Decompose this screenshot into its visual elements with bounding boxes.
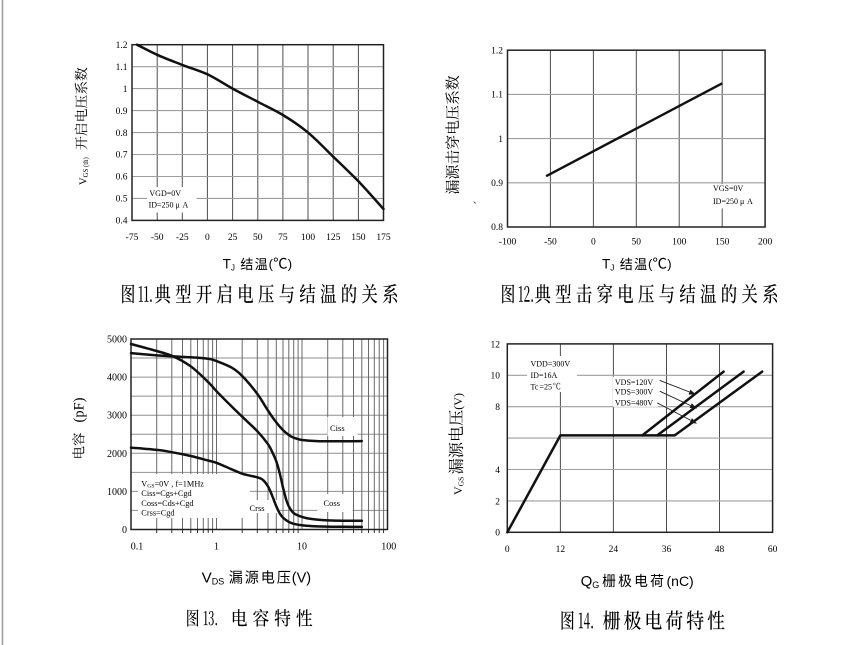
svg-text:0.8: 0.8	[491, 223, 503, 233]
svg-text:50: 50	[253, 233, 263, 243]
svg-text:-100: -100	[499, 238, 517, 248]
svg-text:4: 4	[495, 466, 500, 476]
svg-text:): )	[288, 257, 292, 272]
svg-text:Tc: Tc	[531, 382, 539, 391]
svg-text:0.9: 0.9	[116, 107, 128, 117]
svg-text:Ciss: Ciss	[330, 423, 345, 433]
svg-text:1: 1	[123, 85, 128, 95]
svg-text:VGS: VGS	[451, 477, 466, 495]
svg-text:VGS=0V: VGS=0V	[713, 184, 744, 193]
svg-text:1.1: 1.1	[116, 63, 128, 73]
svg-text:Coss=Cds+Cgd: Coss=Cds+Cgd	[141, 499, 194, 508]
svg-text:100: 100	[301, 233, 316, 243]
svg-text:4000: 4000	[107, 373, 127, 384]
svg-text:Crss=Cgd: Crss=Cgd	[141, 508, 175, 517]
svg-text:VGD=0V: VGD=0V	[149, 189, 181, 198]
svg-text:0.4: 0.4	[116, 217, 128, 227]
svg-text:150: 150	[351, 233, 366, 243]
svg-text:ID=16A: ID=16A	[531, 371, 558, 380]
svg-text:VDS: VDS	[202, 570, 225, 587]
svg-text:50: 50	[632, 238, 642, 248]
svg-text:(nC): (nC)	[667, 573, 694, 589]
svg-text:VDS=480V: VDS=480V	[615, 399, 654, 408]
svg-text:(: (	[269, 257, 274, 272]
svg-text:1.2: 1.2	[491, 46, 503, 56]
svg-text:10: 10	[297, 542, 307, 553]
svg-text:(pF): (pF)	[72, 397, 88, 422]
svg-text:-75: -75	[126, 233, 139, 243]
svg-text:0: 0	[495, 529, 500, 539]
svg-text:25: 25	[228, 233, 238, 243]
svg-text:1.1: 1.1	[491, 91, 503, 101]
svg-text:μ: μ	[176, 200, 180, 209]
svg-text:): )	[667, 257, 671, 272]
svg-text:A: A	[183, 200, 189, 209]
svg-text:(V): (V)	[292, 571, 311, 587]
svg-text:1000: 1000	[107, 487, 127, 498]
svg-text:=25: =25	[540, 382, 553, 391]
svg-text:1.2: 1.2	[116, 41, 128, 51]
svg-text:Ciss=Cgs+Cgd: Ciss=Cgs+Cgd	[141, 489, 192, 498]
svg-text:1: 1	[498, 135, 503, 145]
svg-text:ID=250: ID=250	[713, 197, 738, 206]
svg-text:-50: -50	[544, 238, 557, 248]
svg-text:-25: -25	[176, 233, 189, 243]
svg-text:48: 48	[715, 545, 725, 555]
svg-text:ID=250: ID=250	[149, 200, 174, 209]
svg-text:VDS=300V: VDS=300V	[615, 387, 654, 396]
svg-text:36: 36	[662, 545, 672, 555]
svg-text:TJ: TJ	[223, 257, 235, 273]
svg-text:QG: QG	[581, 573, 600, 590]
svg-text:0: 0	[505, 545, 510, 555]
svg-text:(V): (V)	[451, 393, 465, 410]
svg-text:Crss: Crss	[250, 503, 265, 513]
svg-text:0: 0	[205, 233, 210, 243]
svg-text:125: 125	[326, 233, 341, 243]
svg-text:3000: 3000	[107, 411, 127, 422]
svg-text:A: A	[747, 197, 753, 206]
svg-text:1: 1	[214, 542, 219, 553]
svg-text:12: 12	[491, 340, 501, 350]
svg-text:200: 200	[758, 238, 773, 248]
svg-text:10: 10	[491, 372, 501, 382]
svg-text:-50: -50	[151, 233, 164, 243]
svg-text:5000: 5000	[107, 335, 127, 346]
svg-text:0.8: 0.8	[116, 129, 128, 139]
svg-text:2: 2	[495, 497, 500, 507]
svg-text:0.9: 0.9	[491, 179, 503, 189]
svg-text:μ: μ	[740, 197, 744, 206]
svg-text:VGS=0V , f=1MHz: VGS=0V , f=1MHz	[141, 480, 204, 490]
svg-text:0.6: 0.6	[116, 173, 128, 183]
svg-text:12: 12	[556, 545, 566, 555]
svg-text:0.5: 0.5	[116, 195, 128, 205]
svg-text:2000: 2000	[107, 449, 127, 460]
svg-text:175: 175	[376, 233, 391, 243]
svg-text:100: 100	[672, 238, 687, 248]
svg-text:0: 0	[591, 238, 596, 248]
svg-text:VGS (th): VGS (th)	[78, 157, 90, 185]
svg-text:VDD=300V: VDD=300V	[531, 359, 571, 368]
svg-text:24: 24	[609, 545, 619, 555]
svg-text:0.7: 0.7	[116, 151, 128, 161]
svg-text:Coss: Coss	[324, 498, 341, 508]
svg-text:75: 75	[278, 233, 288, 243]
svg-text:TJ: TJ	[602, 257, 614, 273]
svg-text:100: 100	[381, 542, 396, 553]
svg-text:8: 8	[495, 403, 500, 413]
svg-text:60: 60	[768, 545, 778, 555]
svg-text:150: 150	[715, 238, 730, 248]
svg-text:0.1: 0.1	[131, 542, 144, 553]
svg-text:(: (	[648, 257, 653, 272]
svg-text:VDS=120V: VDS=120V	[615, 378, 654, 387]
svg-text:0: 0	[122, 525, 127, 536]
